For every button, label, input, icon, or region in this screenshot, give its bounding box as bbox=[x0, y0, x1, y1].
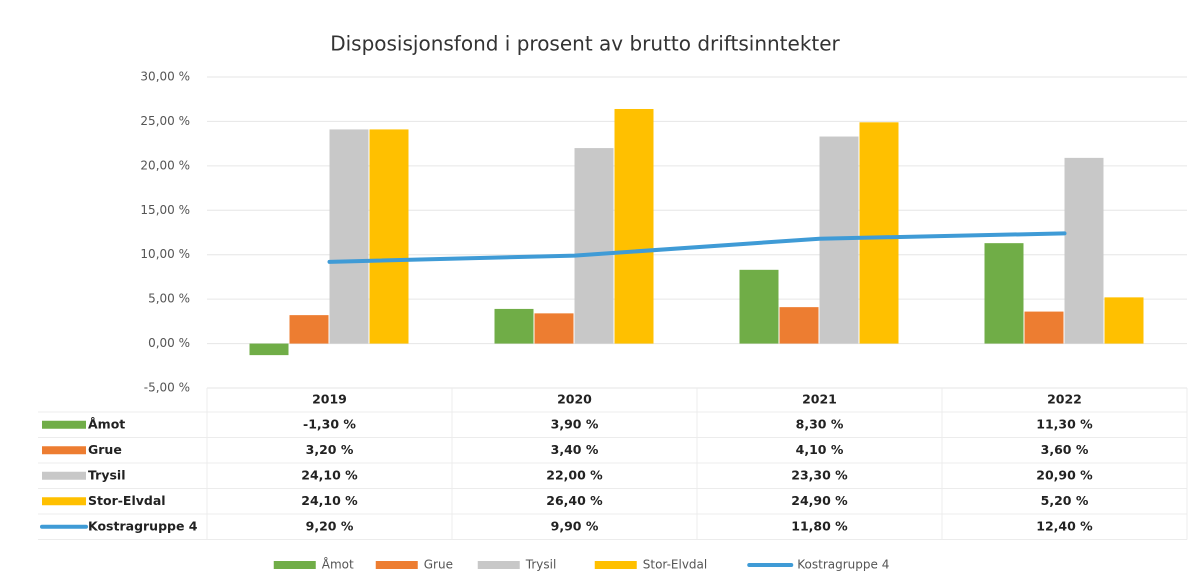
y-tick-label: 25,00 % bbox=[140, 114, 190, 128]
bar bbox=[739, 269, 779, 344]
table-cell: 24,10 % bbox=[301, 493, 358, 508]
table-series-name: Trysil bbox=[88, 467, 125, 482]
table-cell: 24,90 % bbox=[791, 493, 848, 508]
table-series-name: Stor-Elvdal bbox=[88, 493, 166, 508]
y-tick-label: -5,00 % bbox=[144, 381, 190, 395]
table-cell: 9,90 % bbox=[551, 518, 599, 533]
table-series-name: Åmot bbox=[88, 416, 125, 431]
bar bbox=[494, 308, 534, 344]
table-cell: 5,20 % bbox=[1041, 493, 1089, 508]
bar bbox=[329, 129, 369, 344]
legend-swatch bbox=[273, 561, 316, 569]
table-cell: 11,80 % bbox=[791, 518, 848, 533]
bar bbox=[1104, 297, 1144, 344]
x-tick-label: 2019 bbox=[312, 392, 347, 407]
x-tick-label: 2021 bbox=[802, 392, 837, 407]
legend-swatch bbox=[477, 561, 520, 569]
table-cell: 3,90 % bbox=[551, 416, 599, 431]
legend-swatch bbox=[375, 561, 418, 569]
table-cell: 20,90 % bbox=[1036, 467, 1093, 482]
table-cell: 9,20 % bbox=[306, 518, 354, 533]
legend-label: Grue bbox=[424, 558, 453, 572]
table-cell: 23,30 % bbox=[791, 467, 848, 482]
legend-label: Kostragruppe 4 bbox=[797, 558, 889, 572]
y-tick-label: 30,00 % bbox=[140, 70, 190, 84]
bar bbox=[369, 129, 409, 344]
bar bbox=[1064, 157, 1104, 344]
y-tick-label: 5,00 % bbox=[148, 292, 190, 306]
table-cell: 3,60 % bbox=[1041, 442, 1089, 457]
legend-label: Åmot bbox=[322, 557, 354, 572]
bar bbox=[534, 313, 574, 344]
bar bbox=[779, 307, 819, 344]
table-cell: 3,40 % bbox=[551, 442, 599, 457]
x-tick-label: 2022 bbox=[1047, 392, 1082, 407]
table-series-name: Grue bbox=[88, 442, 122, 457]
y-tick-label: 10,00 % bbox=[140, 247, 190, 261]
line bbox=[327, 231, 1067, 264]
legend-swatch bbox=[594, 561, 637, 569]
table-cell: 22,00 % bbox=[546, 467, 603, 482]
table-cell: 4,10 % bbox=[796, 442, 844, 457]
table-cell: -1,30 % bbox=[303, 416, 356, 431]
bar bbox=[614, 108, 654, 344]
table-cell: 12,40 % bbox=[1036, 518, 1093, 533]
legend-label: Stor-Elvdal bbox=[643, 558, 707, 572]
y-tick-label: 15,00 % bbox=[140, 203, 190, 217]
bar bbox=[859, 122, 899, 344]
bar bbox=[249, 343, 289, 356]
bar bbox=[574, 148, 614, 344]
legend-label: Trysil bbox=[525, 558, 557, 572]
chart-title: Disposisjonsfond i prosent av brutto dri… bbox=[330, 32, 840, 56]
table-swatch bbox=[42, 446, 86, 455]
x-tick-label: 2020 bbox=[557, 392, 592, 407]
bar bbox=[1024, 311, 1064, 344]
table-cell: 26,40 % bbox=[546, 493, 603, 508]
y-tick-label: 0,00 % bbox=[148, 336, 190, 350]
bar bbox=[289, 315, 329, 344]
table-swatch bbox=[42, 471, 86, 480]
table-cell: 3,20 % bbox=[306, 442, 354, 457]
table-swatch bbox=[42, 420, 86, 429]
y-tick-label: 20,00 % bbox=[140, 158, 190, 172]
bar bbox=[984, 243, 1024, 344]
table-swatch bbox=[42, 497, 86, 506]
table-cell: 8,30 % bbox=[796, 416, 844, 431]
table-cell: 11,30 % bbox=[1036, 416, 1093, 431]
table-series-name: Kostragruppe 4 bbox=[88, 518, 198, 533]
table-cell: 24,10 % bbox=[301, 467, 358, 482]
